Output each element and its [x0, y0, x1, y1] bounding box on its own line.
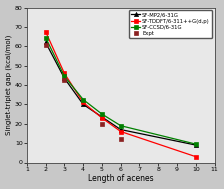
SF-MP2/6-31G — [44, 41, 47, 43]
Expt — [63, 79, 66, 81]
SF-CCSD/6-31G — [194, 143, 197, 145]
Line: SF-CCSD/6-31G: SF-CCSD/6-31G — [43, 36, 198, 146]
SF-CCSD/6-31G — [82, 98, 84, 101]
SF-MP2/6-31G — [101, 116, 103, 118]
SF-CCSD/6-31G — [101, 113, 103, 115]
SF-MP2/6-31G — [119, 129, 122, 131]
SF-MP2/6-31G — [82, 103, 84, 105]
SF-TDDFT/6-311++G(d,p) — [44, 31, 47, 33]
X-axis label: Length of acenes: Length of acenes — [88, 174, 153, 184]
Expt — [44, 44, 47, 46]
SF-MP2/6-31G — [63, 77, 66, 79]
Line: Expt: Expt — [43, 43, 123, 141]
SF-TDDFT/6-311++G(d,p) — [101, 117, 103, 119]
SF-CCSD/6-31G — [119, 125, 122, 127]
Expt — [119, 138, 122, 140]
SF-CCSD/6-31G — [63, 75, 66, 77]
Legend: SF-MP2/6-31G, SF-TDDFT/6-311++G(d,p), SF-CCSD/6-31G, Expt: SF-MP2/6-31G, SF-TDDFT/6-311++G(d,p), SF… — [129, 10, 212, 38]
Y-axis label: Singlet-triplet gap (kcal/mol): Singlet-triplet gap (kcal/mol) — [6, 35, 12, 135]
SF-CCSD/6-31G — [44, 36, 47, 39]
SF-MP2/6-31G — [194, 144, 197, 146]
SF-TDDFT/6-311++G(d,p) — [194, 156, 197, 158]
SF-TDDFT/6-311++G(d,p) — [63, 72, 66, 74]
SF-TDDFT/6-311++G(d,p) — [82, 101, 84, 104]
Expt — [101, 123, 103, 125]
Line: SF-MP2/6-31G: SF-MP2/6-31G — [43, 40, 198, 147]
SF-TDDFT/6-311++G(d,p) — [119, 130, 122, 133]
Line: SF-TDDFT/6-311++G(d,p): SF-TDDFT/6-311++G(d,p) — [43, 30, 198, 159]
